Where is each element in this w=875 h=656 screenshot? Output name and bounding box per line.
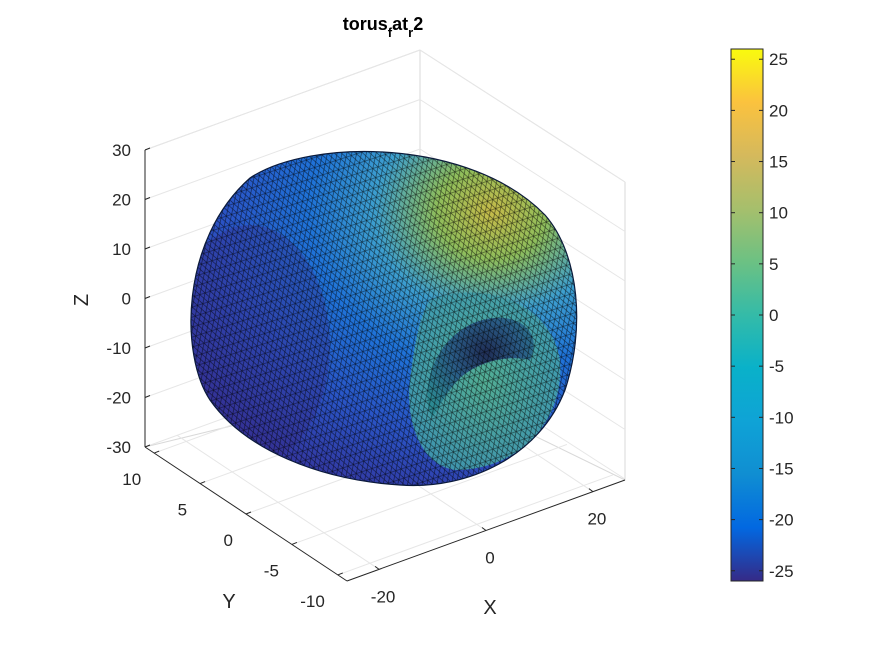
z-tick-mark	[144, 395, 151, 398]
colorbar-tick-label: -25	[769, 562, 794, 581]
z-tick-label: -10	[106, 339, 131, 358]
colorbar-tick-label: 15	[769, 153, 788, 172]
x-tick-mark	[588, 488, 594, 493]
z-grid-line	[144, 99, 421, 200]
z-tick-label: -20	[106, 389, 131, 408]
z-tick-mark	[144, 197, 151, 200]
title-sub1: f	[388, 25, 393, 40]
colorbar-tick-label: 25	[769, 50, 788, 69]
y-tick-mark	[153, 450, 160, 454]
colorbar-tick-label: 5	[769, 255, 778, 274]
colorbar-tick-label: -5	[769, 357, 784, 376]
x-axis-label: X	[483, 597, 496, 619]
y-tick-labels: 10 5 0 -5 -10	[122, 470, 325, 611]
z-tick-label: 10	[112, 240, 131, 259]
z-tick-mark	[144, 296, 151, 299]
colorbar-tick-label: -20	[769, 511, 794, 530]
z-grid-line	[419, 49, 626, 183]
tick-marks	[144, 147, 594, 576]
z-grid-line	[419, 99, 626, 232]
y-tick-mark	[291, 541, 298, 545]
y-tick-mark	[337, 572, 344, 576]
colorbar-tick-labels: 25 20 15 10 5 0 -5 -10 -15 -20 -25	[731, 50, 794, 581]
title-mid: at	[392, 14, 408, 34]
y-tick-label: 0	[224, 531, 233, 550]
colorbar: 25 20 15 10 5 0 -5 -10 -15 -20 -25	[730, 48, 794, 582]
z-tick-label: 0	[122, 290, 131, 309]
colorbar-tick-label: -15	[769, 459, 794, 478]
y-grid-line	[291, 443, 568, 545]
y-tick-label: -10	[300, 592, 325, 611]
title-end: 2	[413, 14, 423, 34]
y-grid-line	[337, 474, 613, 576]
z-tick-mark	[144, 147, 151, 151]
y-tick-label: -5	[264, 561, 279, 580]
z-axis-label: Z	[71, 294, 93, 306]
colorbar-tick-label: 0	[769, 306, 778, 325]
y-axis-label: Y	[222, 591, 235, 613]
z-tick-label: 20	[112, 191, 131, 210]
y-tick-mark	[245, 511, 252, 515]
title-base: torus	[343, 14, 388, 34]
y-tick-mark	[199, 481, 206, 485]
y-tick-label: 10	[122, 470, 141, 489]
title-sub2: r	[408, 25, 413, 40]
y-tick-label: 5	[178, 501, 187, 520]
chart-title: torusfatr2	[343, 14, 423, 40]
z-tick-mark	[144, 444, 151, 448]
x-tick-label: -20	[371, 587, 396, 606]
x-tick-label: 20	[587, 510, 606, 529]
z-grid-line	[144, 49, 421, 151]
z-tick-label: -30	[106, 438, 131, 457]
z-tick-mark	[144, 246, 151, 250]
colorbar-tick-label: -10	[769, 408, 794, 427]
colorbar-tick-label: 20	[769, 101, 788, 120]
z-tick-label: 30	[112, 141, 131, 160]
x-tick-labels: -20 0 20	[371, 510, 607, 607]
x-tick-mark	[481, 527, 487, 531]
colorbar-tick-label: 10	[769, 204, 788, 223]
x-tick-mark	[374, 565, 380, 570]
colorbar-gradient	[730, 48, 764, 582]
x-tick-label: 0	[485, 549, 494, 568]
x-grid-line	[176, 434, 380, 570]
z-tick-mark	[144, 345, 151, 349]
torus-surface	[190, 150, 578, 487]
z-tick-labels: 30 20 10 0 -10 -20 -30	[106, 141, 131, 457]
